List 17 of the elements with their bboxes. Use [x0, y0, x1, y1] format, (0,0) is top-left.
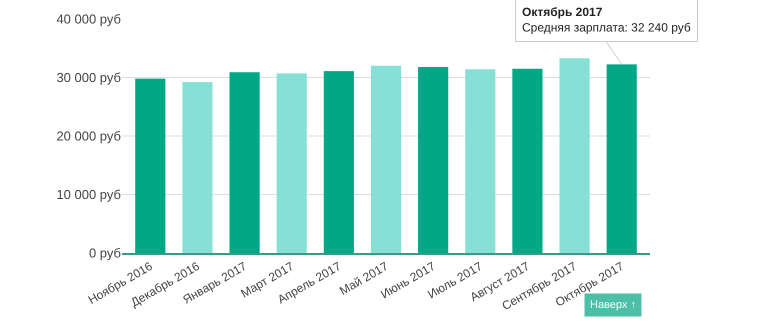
bar	[182, 82, 213, 253]
bar	[418, 66, 448, 253]
y-tick-label: 10 000 руб	[56, 187, 121, 202]
bar	[276, 73, 307, 253]
bar	[465, 69, 496, 253]
y-tick-label: 0 руб	[88, 246, 121, 261]
bar	[559, 58, 590, 253]
bar	[370, 66, 402, 253]
bar	[606, 64, 637, 253]
y-tick-label: 30 000 руб	[56, 70, 121, 86]
y-tick-label: 20 000 руб	[56, 128, 121, 144]
y-tick-label: 40 000 руб	[56, 12, 121, 27]
annotation: Октябрь 2017 Средняя зарплата: 32 240 руб	[522, 5, 691, 35]
bar	[324, 71, 354, 253]
bar	[229, 72, 260, 253]
bar	[135, 78, 166, 253]
bar	[512, 68, 543, 253]
